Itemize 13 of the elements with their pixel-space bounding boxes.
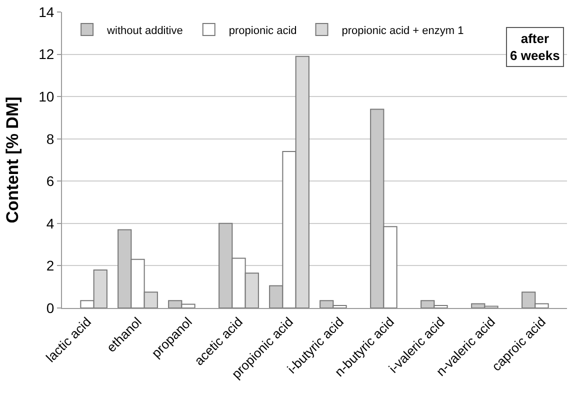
y-tick-label: 0 xyxy=(46,300,54,316)
y-tick-label: 2 xyxy=(46,258,54,274)
legend-label: propionic acid + enzym 1 xyxy=(342,24,464,37)
y-tick-label: 14 xyxy=(38,4,54,20)
y-tick-label: 4 xyxy=(46,215,54,232)
legend-label: propionic acid xyxy=(228,24,297,37)
legend-label: without additive xyxy=(106,24,183,37)
y-axis-title: Content [% DM] xyxy=(3,96,22,224)
y-tick-label: 6 xyxy=(46,173,54,190)
y-tick-label: 12 xyxy=(38,46,54,62)
y-tick-label: 10 xyxy=(38,88,54,104)
annotation: after 6 weeks xyxy=(510,31,560,63)
y-tick-label: 8 xyxy=(46,130,54,147)
